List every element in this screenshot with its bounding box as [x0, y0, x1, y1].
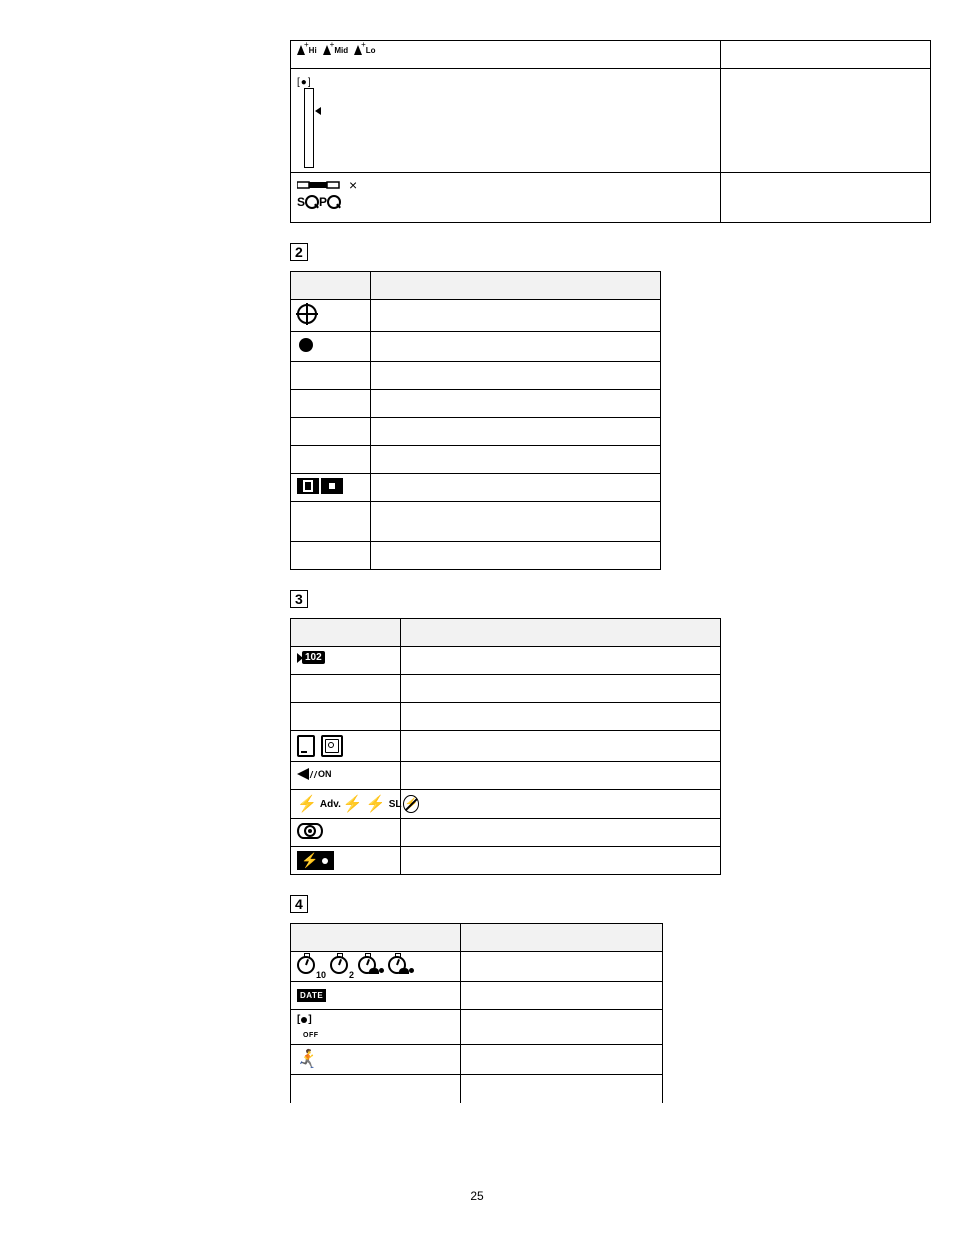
t2-row-8	[291, 502, 661, 542]
spot-focus-off-icon: [] OFF	[297, 1014, 454, 1040]
flash-adv-label: Adv.	[320, 799, 341, 810]
sharpness-hi-icon: +Hi	[297, 45, 317, 55]
t4-row-date: DATE	[291, 982, 663, 1010]
memory-stick-icon	[321, 735, 343, 757]
t2-row-dot	[291, 332, 661, 362]
exposure-slider-icon: [●]	[297, 73, 314, 168]
t4-row-focus-off: [] OFF	[291, 1010, 663, 1045]
content-column: +Hi +Mid +Lo	[290, 40, 930, 1103]
flash-icon: ⚡	[366, 794, 387, 814]
page-number: 25	[0, 1189, 954, 1203]
t2-row-3	[291, 362, 661, 390]
t3-row-af-illum: ON	[291, 762, 721, 790]
t1-row-zoom: × S P	[291, 173, 931, 223]
t3-h1	[291, 619, 401, 647]
date-stamp-icon: DATE	[297, 989, 326, 1002]
section-3-marker: 3	[290, 570, 930, 618]
t3-row-2	[291, 675, 721, 703]
t1-r3-desc	[721, 173, 931, 223]
flash-charging-icon: ⚡	[297, 851, 394, 870]
section-2-marker: 2	[290, 223, 930, 271]
table-4: 10 2 DATE []	[290, 923, 663, 1103]
smart-precision-zoom-icon: S P	[297, 195, 341, 209]
eye-icon	[297, 823, 323, 839]
magnifier-icon	[327, 195, 341, 209]
t3-row-redeye	[291, 819, 721, 847]
t4-row-5	[291, 1075, 663, 1103]
t3-row-folder: 102	[291, 647, 721, 675]
center-meter-icon	[297, 478, 319, 494]
self-timer-portrait1-icon	[358, 956, 384, 977]
t3-row-flash-charge: ⚡	[291, 847, 721, 875]
folder-icon: 102	[297, 651, 394, 664]
af-illuminator-icon: ON	[297, 766, 394, 781]
t3-row-cards	[291, 731, 721, 762]
t2-row-meter	[291, 474, 661, 502]
t1-r1-desc	[721, 41, 931, 69]
sharpness-mid-icon: +Mid	[323, 45, 348, 55]
t1-row-sharpness: +Hi +Mid +Lo	[291, 41, 931, 69]
magnifier-icon	[305, 195, 319, 209]
self-timer-portrait2-icon	[388, 956, 414, 977]
t4-h1	[291, 924, 461, 952]
sharpness-lo-icon: +Lo	[354, 45, 375, 55]
t1-row-exposure-slider: [●]	[291, 69, 931, 173]
t2-h2	[371, 272, 661, 300]
t3-row-3	[291, 703, 721, 731]
flash-icon: ⚡	[343, 794, 364, 814]
t1-r1-icons: +Hi +Mid +Lo	[291, 41, 721, 69]
t2-h1	[291, 272, 371, 300]
sd-card-icon	[297, 735, 315, 757]
self-timer-10-icon: 10	[297, 956, 326, 977]
t2-row-5	[291, 418, 661, 446]
t2-row-9	[291, 542, 661, 570]
cross-icon: ×	[349, 177, 357, 193]
page: +Hi +Mid +Lo	[0, 0, 954, 1235]
t2-row-6	[291, 446, 661, 474]
t3-h2	[401, 619, 721, 647]
t4-row-timers: 10 2	[291, 952, 663, 982]
flash-sl-label: SL	[389, 799, 402, 810]
table-2	[290, 271, 661, 570]
dot-icon	[299, 338, 313, 352]
t4-row-motion: 🏃	[291, 1045, 663, 1075]
table-3: 102	[290, 618, 721, 875]
t1-r2-icon: [●]	[291, 69, 721, 173]
t4-h2	[461, 924, 663, 952]
t1-r2-desc	[721, 69, 931, 173]
spot-meter-icon	[321, 478, 343, 494]
target-icon	[297, 304, 317, 324]
motion-detection-icon: 🏃	[297, 1049, 319, 1070]
t1-r3-icons: × S P	[291, 173, 721, 223]
table-1: +Hi +Mid +Lo	[290, 40, 931, 223]
t3-row-flash-modes: ⚡ Adv. ⚡ ⚡ SL ⚡	[291, 790, 721, 819]
flash-icon: ⚡	[297, 794, 318, 814]
self-timer-2-icon: 2	[330, 956, 354, 977]
zoom-bar-icon: ×	[297, 177, 357, 193]
section-4-marker: 4	[290, 875, 930, 923]
t2-row-target	[291, 300, 661, 332]
metering-mode-icon	[297, 478, 364, 494]
t2-row-4	[291, 390, 661, 418]
